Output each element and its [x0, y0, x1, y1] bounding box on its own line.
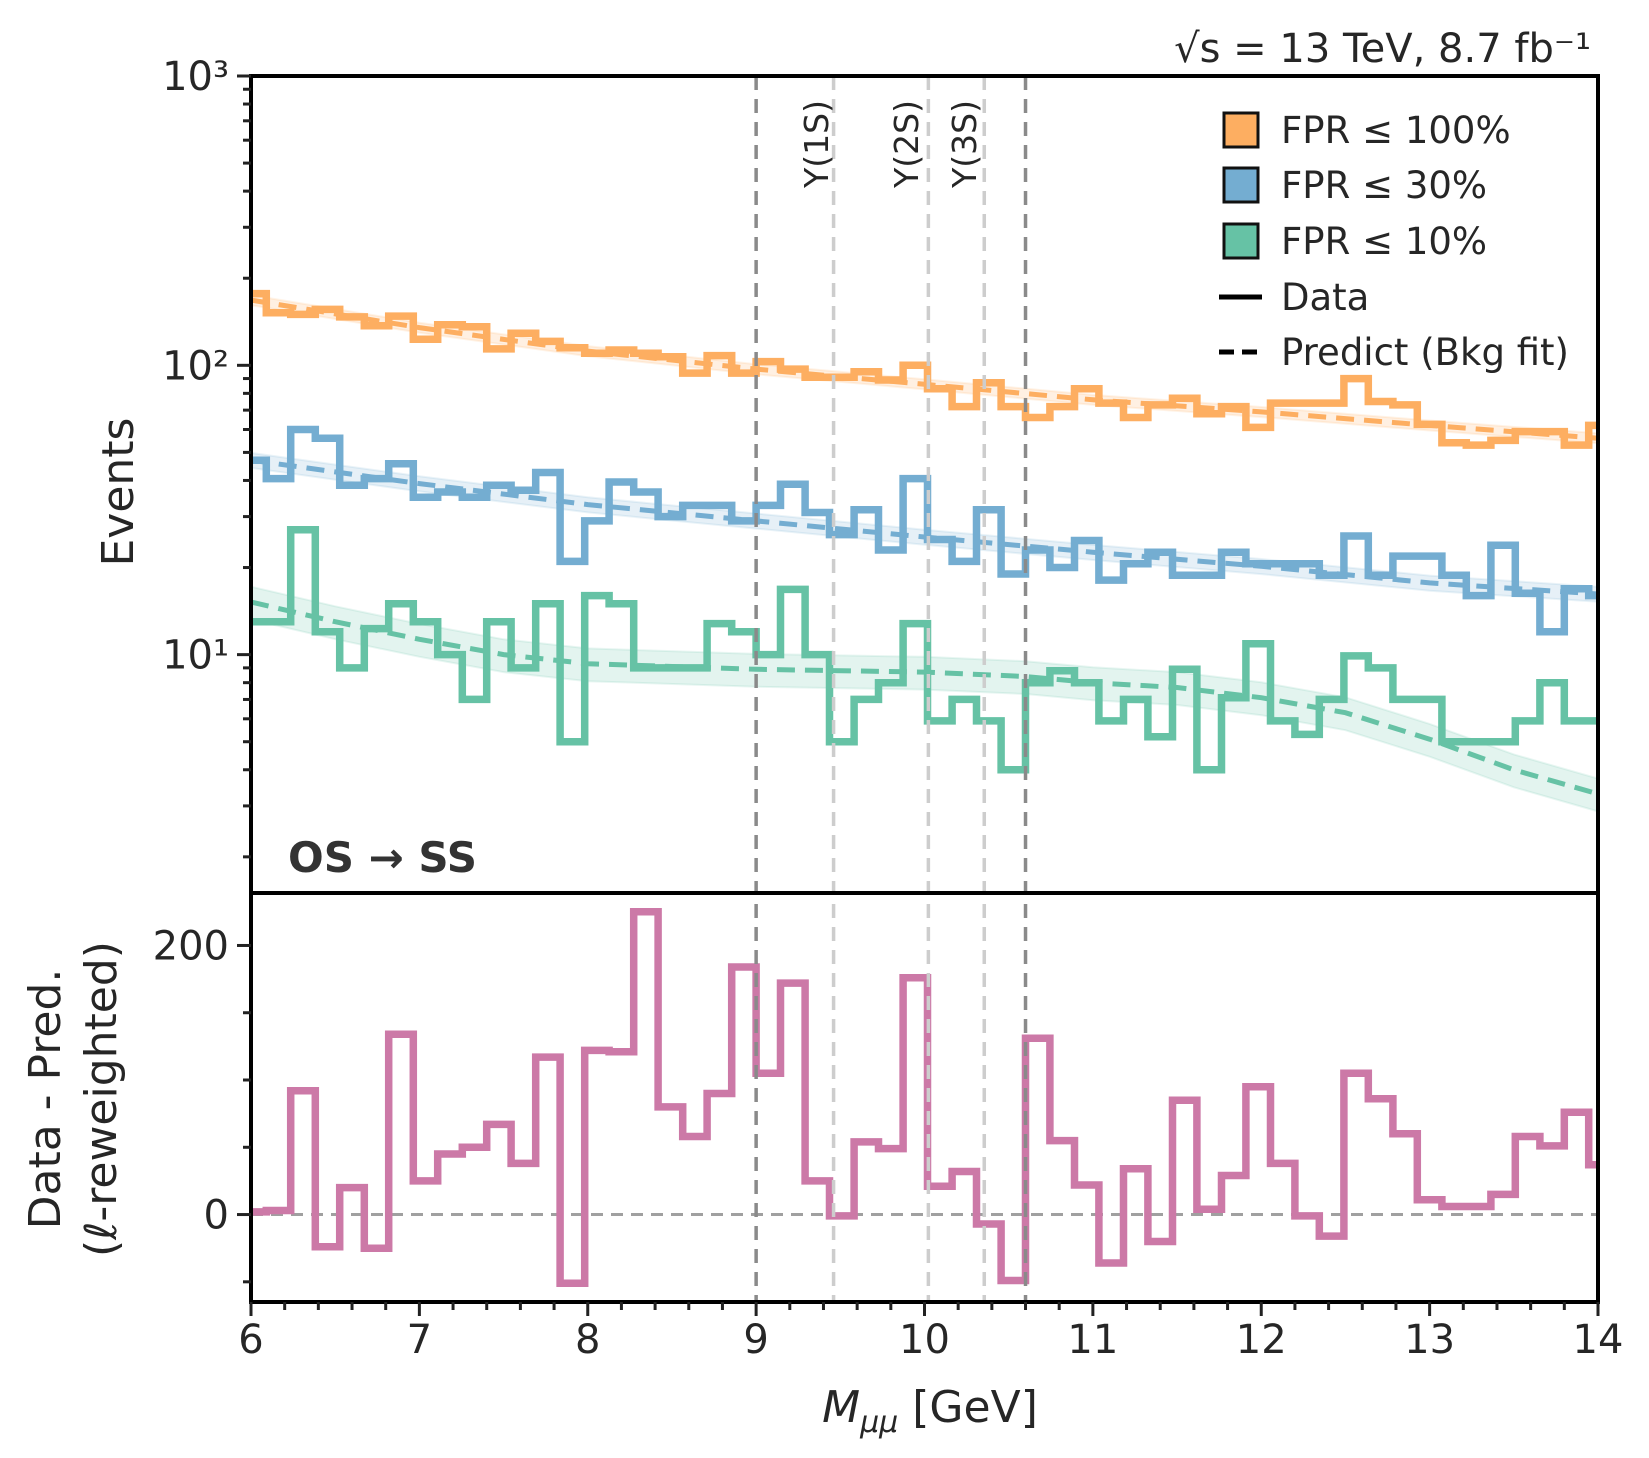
x-tick-label: 6	[238, 1317, 263, 1363]
y-tick-label-bottom: 200	[153, 923, 229, 969]
mass-window-lines: Υ(1S) Υ(2S) Υ(3S)	[754, 76, 1028, 1302]
data-histogram-1	[251, 425, 1598, 636]
y-tick-label-top: 10¹	[162, 633, 229, 679]
legend-label-fpr10: FPR ≤ 10%	[1281, 220, 1487, 263]
resonance-label: Υ(3S)	[945, 100, 984, 189]
prediction-line-1	[251, 457, 1598, 597]
x-tick-label: 10	[899, 1317, 950, 1363]
legend-label-fpr100: FPR ≤ 100%	[1281, 109, 1511, 152]
data-histogram-0	[251, 289, 1598, 449]
top-panel-marks	[251, 289, 1598, 813]
x-tick-label: 13	[1404, 1317, 1455, 1363]
y-tick-label-top: 10²	[162, 343, 229, 389]
x-axis-label-unit: [GeV]	[898, 1382, 1038, 1433]
x-tick-label: 12	[1236, 1317, 1287, 1363]
x-axis-label-sub: μμ	[859, 1405, 898, 1440]
y-axis-label-bottom-line1: Data - Pred.	[20, 969, 71, 1230]
x-axis-label: Mμμ [GeV]	[822, 1382, 1038, 1440]
legend-swatch-fpr10	[1222, 222, 1260, 260]
y-axis-label-top: Events	[93, 418, 144, 567]
y-tick-label-bottom: 0	[204, 1193, 229, 1239]
y-tick-label-top: 10³	[162, 54, 229, 100]
legend-label-data: Data	[1281, 276, 1369, 319]
resonance-label: Υ(2S)	[887, 100, 926, 189]
region-label: OS → SS	[288, 833, 477, 882]
x-axis-label-main: M	[822, 1382, 860, 1433]
y-axis-label-bottom-line2: (ℓ-reweighted)	[76, 941, 127, 1257]
legend-label-fpr30: FPR ≤ 30%	[1281, 164, 1487, 207]
residual-histogram	[251, 908, 1598, 1287]
x-tick-label: 7	[407, 1317, 432, 1363]
axes: 10¹ 10² 10³ 0 200 6 7 8 9 10 11 12 13 14	[153, 54, 1624, 1363]
bottom-panel-marks	[251, 908, 1598, 1287]
energy-lumi-label: √s = 13 TeV, 8.7 fb⁻¹	[1174, 26, 1591, 72]
x-tick-label: 9	[743, 1317, 768, 1363]
prediction-line-0	[251, 297, 1598, 441]
legend-label-predict: Predict (Bkg fit)	[1281, 331, 1569, 374]
x-tick-label: 11	[1067, 1317, 1118, 1363]
prediction-line-2	[251, 599, 1598, 797]
legend: FPR ≤ 100% FPR ≤ 30% FPR ≤ 10% Data Pred…	[1219, 109, 1569, 374]
x-tick-label: 14	[1573, 1317, 1624, 1363]
resonance-label: Υ(1S)	[797, 100, 836, 189]
data-histogram-2	[251, 526, 1598, 774]
x-tick-label: 8	[575, 1317, 600, 1363]
legend-swatch-fpr100	[1222, 111, 1260, 149]
legend-swatch-fpr30	[1222, 166, 1260, 204]
